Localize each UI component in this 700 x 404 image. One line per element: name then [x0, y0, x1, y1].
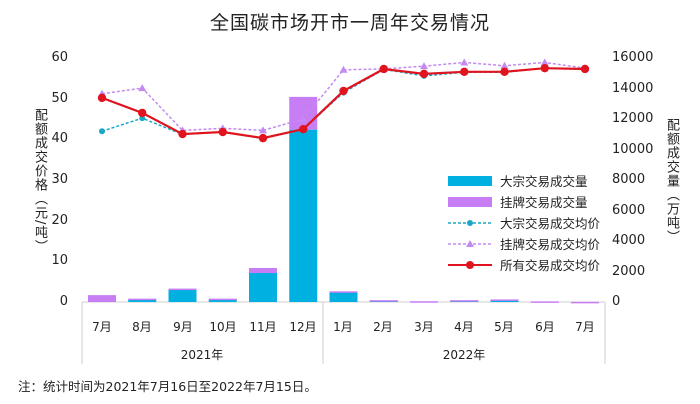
- data-point-marker: [420, 62, 428, 70]
- volume-bar: [410, 301, 438, 303]
- data-point-marker: [218, 127, 227, 137]
- volume-bar: [249, 267, 277, 274]
- volume-bar: [490, 299, 519, 301]
- x-tick: 10月: [209, 320, 237, 334]
- price-line: [101, 67, 586, 140]
- data-point-marker: [339, 86, 348, 96]
- volume-bar: [168, 288, 197, 291]
- legend-label: 挂牌交易成交量: [500, 195, 588, 210]
- data-point-marker: [500, 61, 509, 69]
- data-point-marker: [460, 58, 469, 66]
- dashed-dot-line-icon: [448, 219, 492, 226]
- chart-legend: 大宗交易成交量 挂牌交易成交量 大宗交易成交均价 挂牌交易成交均价 所有交易成交…: [448, 170, 600, 275]
- legend-item-block-volume: 大宗交易成交量: [448, 170, 600, 191]
- volume-bar: [208, 298, 237, 302]
- x-tick: 2月: [373, 320, 393, 334]
- data-point-marker: [178, 129, 187, 139]
- left-tick: 10: [51, 253, 68, 268]
- data-point-marker: [580, 64, 590, 74]
- right-tick: 16000: [612, 50, 654, 65]
- volume-bar: [530, 301, 559, 303]
- volume-bar: [208, 298, 237, 301]
- data-point-marker: [97, 93, 107, 103]
- volume-bar: [168, 289, 197, 302]
- right-tick: 0: [612, 294, 621, 309]
- year-label-2022: 2022年: [442, 348, 486, 362]
- dashed-triangle-line-icon: [448, 239, 492, 247]
- x-tick: 4月: [454, 320, 474, 334]
- volume-bar: [88, 295, 116, 302]
- x-tick: 7月: [575, 320, 595, 334]
- left-tick: 40: [51, 131, 68, 146]
- right-tick: 2000: [612, 264, 646, 279]
- data-point-marker: [99, 128, 105, 135]
- x-tick: 6月: [535, 320, 555, 334]
- data-point-marker: [460, 67, 469, 77]
- footnote: 注：统计时间为2021年7月16日至2022年7月15日。: [18, 379, 317, 394]
- data-point-marker: [299, 124, 308, 134]
- volume-bar: [329, 292, 358, 302]
- bar-swatch-icon: [448, 175, 492, 186]
- volume-bar: [249, 273, 277, 302]
- x-tick: 12月: [289, 320, 317, 334]
- volume-bar: [289, 96, 318, 130]
- bar-swatch-icon: [448, 196, 492, 207]
- left-tick: 60: [51, 50, 68, 65]
- data-point-marker: [299, 115, 308, 122]
- solid-dot-line-icon: [448, 260, 492, 269]
- left-axis-label: 配额成交价格（元/吨）: [32, 108, 47, 254]
- legend-item-all-price: 所有交易成交均价: [448, 254, 600, 275]
- legend-label: 所有交易成交均价: [500, 258, 601, 273]
- right-tick: 14000: [612, 81, 654, 96]
- legend-label: 大宗交易成交均价: [500, 216, 601, 231]
- x-tick: 1月: [333, 320, 353, 334]
- data-point-marker: [500, 67, 509, 77]
- legend-item-block-price: 大宗交易成交均价: [448, 212, 600, 233]
- data-point-marker: [540, 63, 549, 73]
- x-tick: 9月: [173, 320, 193, 334]
- data-point-marker: [339, 65, 348, 73]
- volume-bar: [369, 300, 398, 302]
- volume-bar: [289, 129, 318, 302]
- left-tick: 30: [51, 172, 68, 187]
- x-tick: 5月: [494, 320, 514, 334]
- data-point-marker: [138, 84, 147, 92]
- right-tick: 6000: [612, 203, 646, 218]
- x-tick: 11月: [249, 320, 277, 334]
- x-tick: 3月: [414, 320, 434, 334]
- volume-bar: [450, 300, 479, 302]
- x-tick: 7月: [92, 320, 112, 334]
- left-tick: 20: [51, 213, 68, 228]
- right-tick: 8000: [612, 172, 646, 187]
- data-point-marker: [259, 126, 267, 134]
- chart-title: 全国碳市场开市一周年交易情况: [209, 12, 490, 34]
- legend-label: 挂牌交易成交均价: [500, 237, 601, 252]
- volume-bar: [571, 301, 599, 304]
- x-tick: 8月: [132, 320, 152, 334]
- legend-item-listing-price: 挂牌交易成交均价: [448, 233, 600, 254]
- data-point-marker: [138, 108, 147, 118]
- right-tick: 4000: [612, 233, 646, 248]
- price-line: [101, 67, 586, 140]
- left-tick: 0: [59, 294, 68, 309]
- right-tick: 12000: [612, 111, 654, 126]
- right-tick: 10000: [612, 142, 654, 157]
- year-label-2021: 2021年: [180, 348, 224, 362]
- legend-label: 大宗交易成交量: [500, 174, 588, 189]
- volume-bar: [128, 298, 157, 301]
- legend-item-listing-volume: 挂牌交易成交量: [448, 191, 600, 212]
- data-point-marker: [379, 64, 388, 74]
- right-axis-label: 配额成交量（万吨）: [664, 118, 679, 244]
- left-tick: 50: [51, 91, 68, 106]
- data-point-marker: [540, 58, 549, 66]
- data-point-marker: [419, 69, 429, 79]
- volume-bar: [128, 298, 157, 302]
- data-point-marker: [258, 133, 268, 143]
- volume-bar: [329, 291, 358, 293]
